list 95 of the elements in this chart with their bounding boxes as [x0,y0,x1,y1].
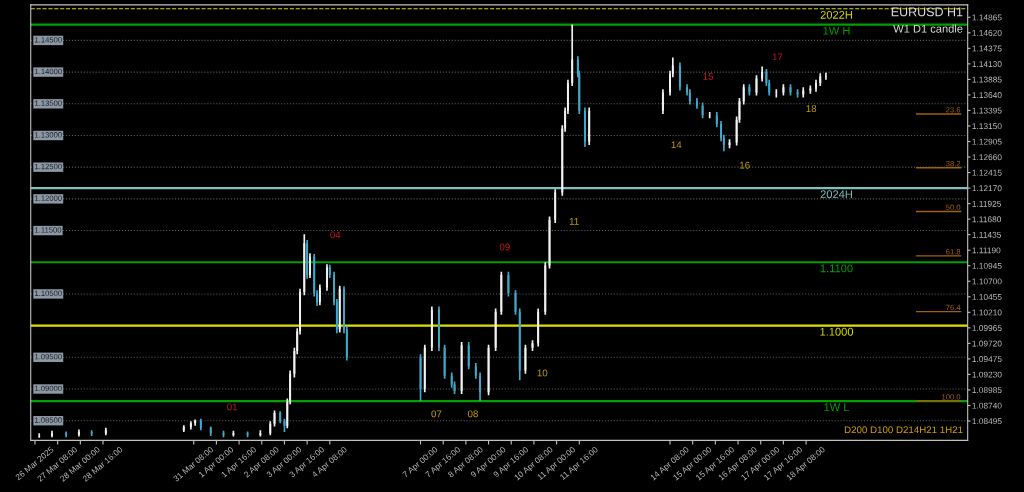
candlestick [500,270,503,316]
candlestick [715,111,718,129]
y-tick-label: 1.12905 [972,138,1002,145]
y-tick-label: 1.14130 [972,61,1002,67]
y-tick-label: 1.13150 [972,123,1002,130]
candlestick [423,343,426,394]
annotation: 14 [671,141,682,149]
y-tick-label: 1.13885 [972,76,1002,83]
ref-line-label: 1.1000 [820,327,854,336]
y-tick-label: 1.08985 [972,387,1002,394]
candlestick [815,78,817,93]
y-tick-label: 1.12415 [972,169,1002,176]
y-tick-label: 1.09965 [972,325,1002,331]
annotation: D200 D100 D214H21 1H21 [844,426,963,434]
candlestick [507,270,510,298]
candlestick [548,215,551,270]
candlestick [588,106,591,146]
y-tick-label: 1.09720 [972,340,1002,347]
candlestick [819,72,822,87]
annotation: 18 [806,105,817,113]
ref-line-label: 1.1100 [820,264,853,273]
candlestick [824,71,827,81]
candlestick [742,83,745,106]
y-tick-label: 1.13395 [972,107,1002,114]
candlestick [209,425,212,437]
candlestick [279,410,282,425]
candlestick [755,74,758,97]
chart-title: EURUSD H1 [891,7,963,17]
ref-line-label: 1W L [824,403,850,411]
y-tick-label: 1.09475 [972,356,1002,362]
y-tick-label: 1.11435 [972,231,1002,238]
annotation: 08 [467,410,478,418]
annotation: 11 [569,218,579,225]
candlestick [246,430,249,439]
ref-line-label: 1W H [823,26,850,35]
y-tick-label: 1.10210 [972,309,1002,316]
candlestick [269,420,272,437]
annotation: 10 [537,369,548,377]
candlestick [182,424,185,433]
y-tick-label: 1.11190 [972,247,1001,254]
candlestick [325,263,328,292]
candlestick [802,86,805,99]
y-tick-label: 1.12170 [972,185,1002,192]
candlestick [524,343,527,375]
candlestick [494,307,497,352]
candlestick [232,429,235,438]
candlestick [661,88,664,115]
candlestick [50,429,53,439]
candlestick [782,83,785,97]
candlestick [474,362,477,380]
y-tick-label: 1.10945 [972,262,1002,269]
annotation: 07 [431,410,442,418]
y-tick-label: 1.10455 [972,293,1002,300]
annotation: 04 [330,231,341,239]
candlestick [554,188,557,224]
candlestick [571,23,574,87]
candlestick [701,101,704,120]
y-tick-label: 1.14865 [972,14,1002,21]
ref-line-label: 2024H [820,190,852,199]
y-tick-label: 1.12660 [972,154,1002,161]
y-tick-label: 1.11680 [972,216,1002,223]
annotation: 09 [499,243,510,251]
y-tick-label: 1.14375 [972,45,1002,52]
y-tick-label: 1.08495 [972,418,1002,425]
y-tick-label: 1.11925 [972,200,1002,207]
y-tick-label: 1.08740 [972,402,1002,409]
candlestick [518,307,521,381]
candlestick [728,138,731,149]
annotation: 01 [227,403,238,411]
y-tick-label: 1.09230 [972,371,1002,378]
candlestick [531,339,534,352]
y-tick-label: 1.14620 [972,30,1002,36]
candlestick [308,252,311,279]
candlestick [796,88,799,99]
candlestick [748,83,751,97]
annotation: 16 [740,161,750,169]
candlestick [467,341,470,371]
candlestick [460,341,463,395]
candlestick [419,353,422,402]
candlestick [487,343,490,397]
candlestick [283,417,286,433]
candlestick [273,409,276,428]
annotation: 17 [772,53,783,61]
candlestick [544,261,547,316]
y-tick-label: 1.10700 [972,278,1002,285]
y-tick-label: 1.13640 [972,92,1002,99]
candlestick [443,343,446,380]
candlestick [328,263,331,279]
candlestick [479,371,482,402]
candlestick [259,429,262,438]
candlestick [678,61,681,92]
annotation: 15 [703,73,714,80]
ref-line-label: 2022H [820,10,852,19]
text: W1 D1 candle [893,24,963,33]
candlestick [38,432,41,439]
